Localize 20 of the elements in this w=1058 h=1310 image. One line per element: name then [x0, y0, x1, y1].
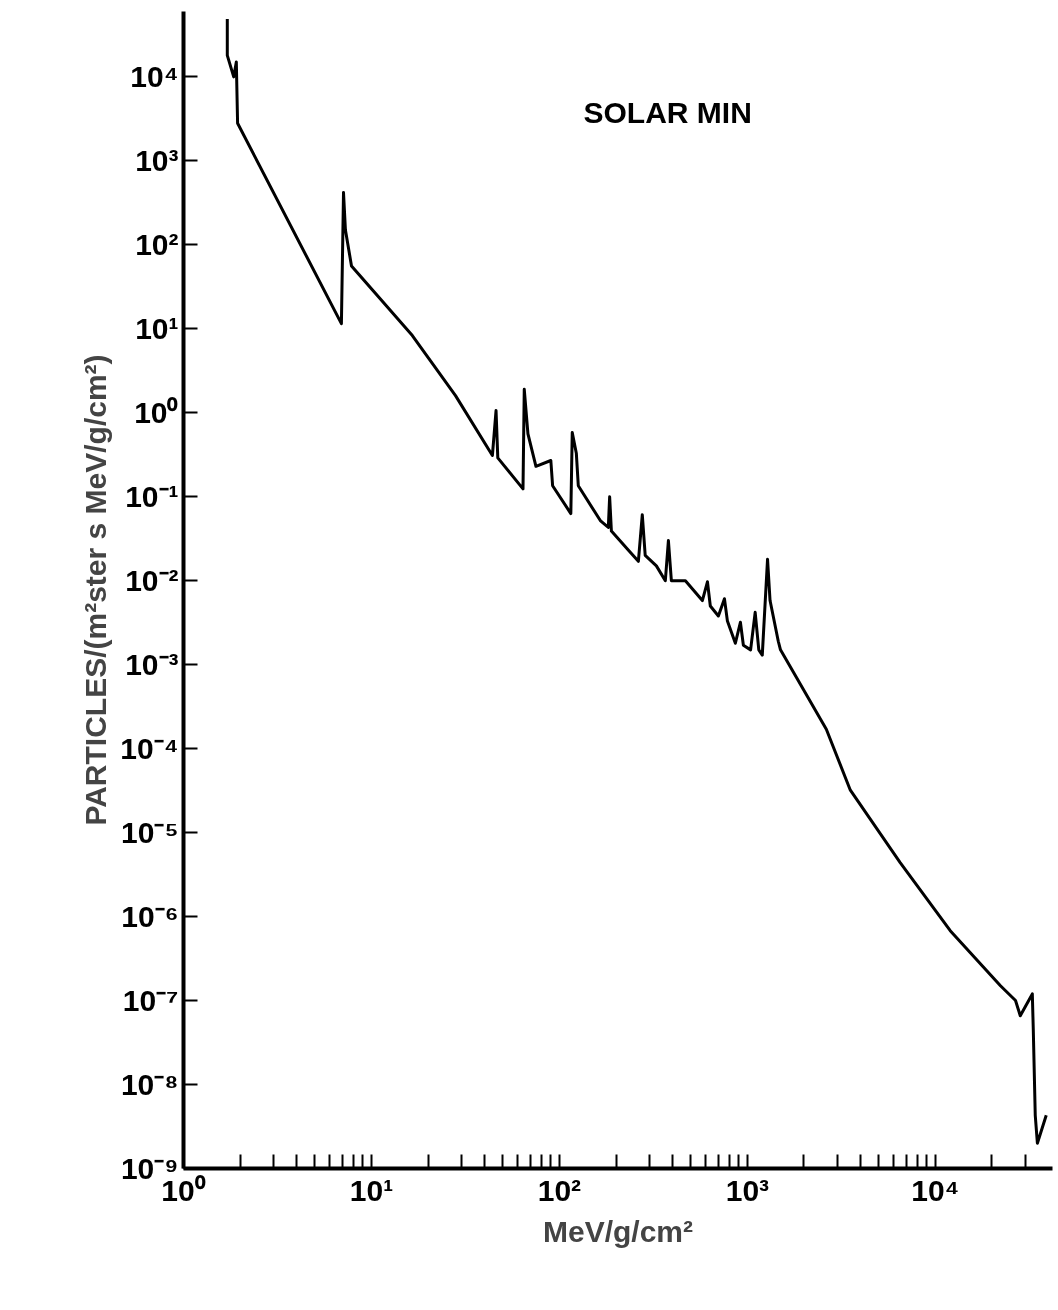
y-tick-label: 10³ [135, 144, 179, 178]
x-tick-label: 10³ [725, 1173, 770, 1207]
y-tick-label: 10⁻⁴ [120, 732, 179, 766]
x-tick-label: 10¹ [349, 1173, 394, 1207]
y-tick-label: 10⁻³ [125, 648, 179, 682]
y-tick-label: 10⁻⁷ [122, 984, 179, 1018]
x-tick-label: 10⁴ [911, 1173, 960, 1207]
y-tick-label: 10⁻² [125, 564, 179, 598]
y-tick-label: 10⁰ [134, 396, 179, 430]
x-tick-label: 10² [537, 1173, 582, 1207]
y-axis-title: PARTICLES/(m²ster s MeV/g/cm²) [79, 354, 113, 826]
y-tick-label: 10⁻¹ [125, 480, 179, 514]
y-tick-label: 10⁻⁸ [120, 1068, 179, 1102]
y-tick-label: 10² [135, 228, 179, 262]
x-axis-title: MeV/g/cm² [542, 1214, 694, 1248]
y-tick-label: 10⁴ [130, 60, 179, 94]
y-tick-label: 10⁻⁶ [121, 900, 179, 934]
y-tick-label: 10⁻⁵ [121, 816, 179, 850]
annotation: SOLAR MIN [583, 95, 752, 129]
y-tick-label: 10¹ [135, 312, 179, 346]
